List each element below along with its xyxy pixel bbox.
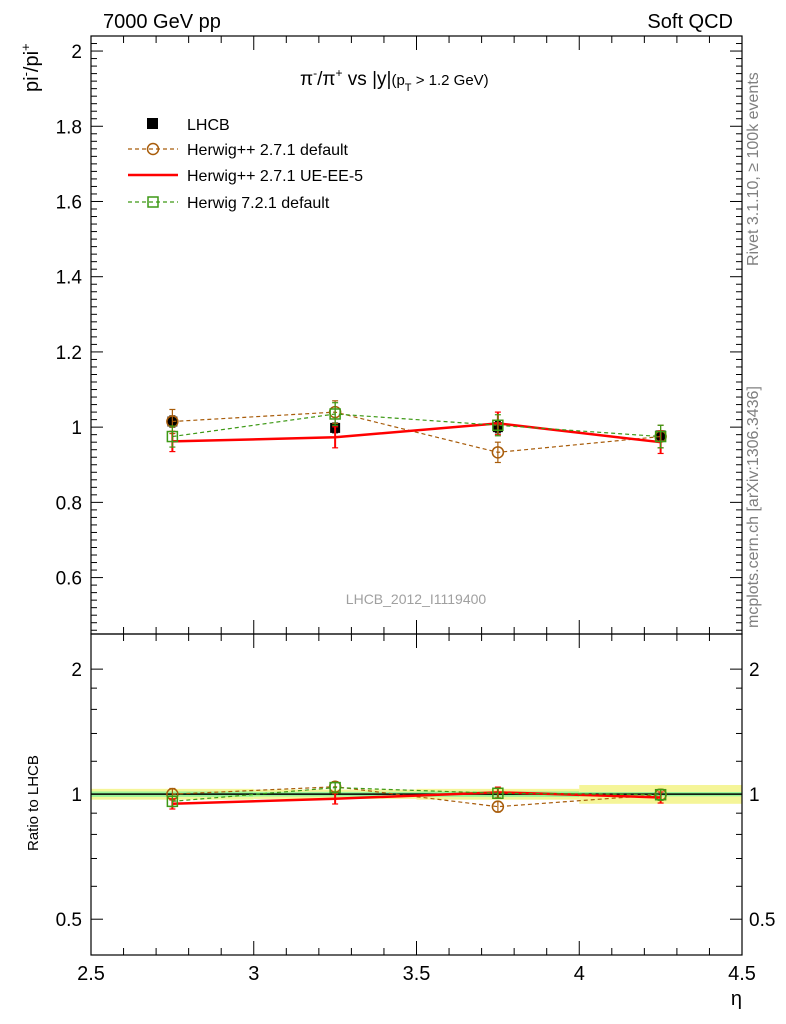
legend-label-herwigpp-default: Herwig++ 2.7.1 default bbox=[187, 142, 349, 159]
xtick-label: 2.5 bbox=[77, 963, 105, 985]
ratio-ytick-label: 1 bbox=[71, 785, 82, 806]
main-series-line bbox=[172, 413, 661, 438]
legend-marker-herwig7-default bbox=[147, 196, 159, 208]
main-ytick-label: 1.2 bbox=[56, 343, 82, 364]
ratio-ytick-label: 2 bbox=[71, 660, 82, 681]
main-series-point bbox=[166, 430, 179, 443]
xtick-label: 4 bbox=[574, 963, 585, 985]
analysis-watermark: LHCB_2012_I1119400 bbox=[346, 591, 487, 607]
xtick-label: 3 bbox=[248, 963, 259, 985]
main-title: π-/π+ vs |y|(pT > 1.2 GeV) bbox=[300, 66, 489, 94]
main-series-point bbox=[329, 408, 341, 420]
ratio-ytick-label-right: 1 bbox=[749, 785, 760, 806]
xtick-label: 4.5 bbox=[728, 963, 756, 985]
header-right: Soft QCD bbox=[647, 11, 733, 33]
x-axis-label: η bbox=[731, 988, 742, 1010]
main-ytick-label: 1.8 bbox=[56, 117, 82, 138]
ratio-plot-frame bbox=[90, 633, 743, 956]
ratio-ytick-label-right: 0.5 bbox=[749, 910, 775, 931]
ratio-series-point bbox=[329, 781, 341, 794]
ratio-series-point bbox=[166, 795, 179, 808]
legend-marker-lhcb bbox=[147, 118, 158, 129]
ratio-ytick-label-right: 2 bbox=[749, 660, 760, 681]
main-ytick-label: 1 bbox=[71, 418, 82, 439]
header-left: 7000 GeV pp bbox=[103, 11, 221, 33]
main-ytick-label: 1.6 bbox=[56, 192, 82, 213]
main-series-point bbox=[654, 430, 667, 443]
legend-label-herwigpp-ue-ee-5: Herwig++ 2.7.1 UE-EE-5 bbox=[187, 168, 363, 185]
main-series-point bbox=[492, 419, 504, 432]
ratio-ylabel: Ratio to LHCB bbox=[25, 755, 42, 851]
ratio-series-line bbox=[172, 791, 661, 806]
ratio-series-line bbox=[172, 786, 661, 808]
legend-marker-herwigpp-default bbox=[146, 142, 160, 156]
main-series-point bbox=[491, 446, 505, 459]
ratio-series-point bbox=[654, 788, 667, 801]
main-ytick-label: 0.6 bbox=[56, 569, 82, 590]
ratio-series-point bbox=[492, 787, 504, 800]
ratio-series-point bbox=[491, 800, 505, 813]
main-ytick-label: 0.8 bbox=[56, 493, 82, 514]
rivet-version-label: Rivet 3.1.10, ≥ 100k events bbox=[745, 72, 762, 266]
ratio-series-line bbox=[172, 787, 661, 802]
main-ylabel: pi-/pi+ bbox=[18, 43, 43, 92]
legend: LHCB Herwig++ 2.7.1 default Herwig++ 2.7… bbox=[128, 117, 363, 212]
main-series-line bbox=[172, 422, 661, 444]
legend-label-herwig7-default: Herwig 7.2.1 default bbox=[187, 195, 330, 212]
ratio-ytick-label: 0.5 bbox=[56, 910, 82, 931]
legend-label-lhcb: LHCB bbox=[187, 117, 230, 134]
main-ytick-label: 2 bbox=[71, 42, 82, 63]
main-ytick-label: 1.4 bbox=[56, 268, 83, 289]
main-series-line bbox=[172, 411, 661, 453]
mcplots-reference-label: mcplots.cern.ch [arXiv:1306.3436] bbox=[745, 386, 762, 628]
xtick-label: 3.5 bbox=[403, 963, 431, 985]
